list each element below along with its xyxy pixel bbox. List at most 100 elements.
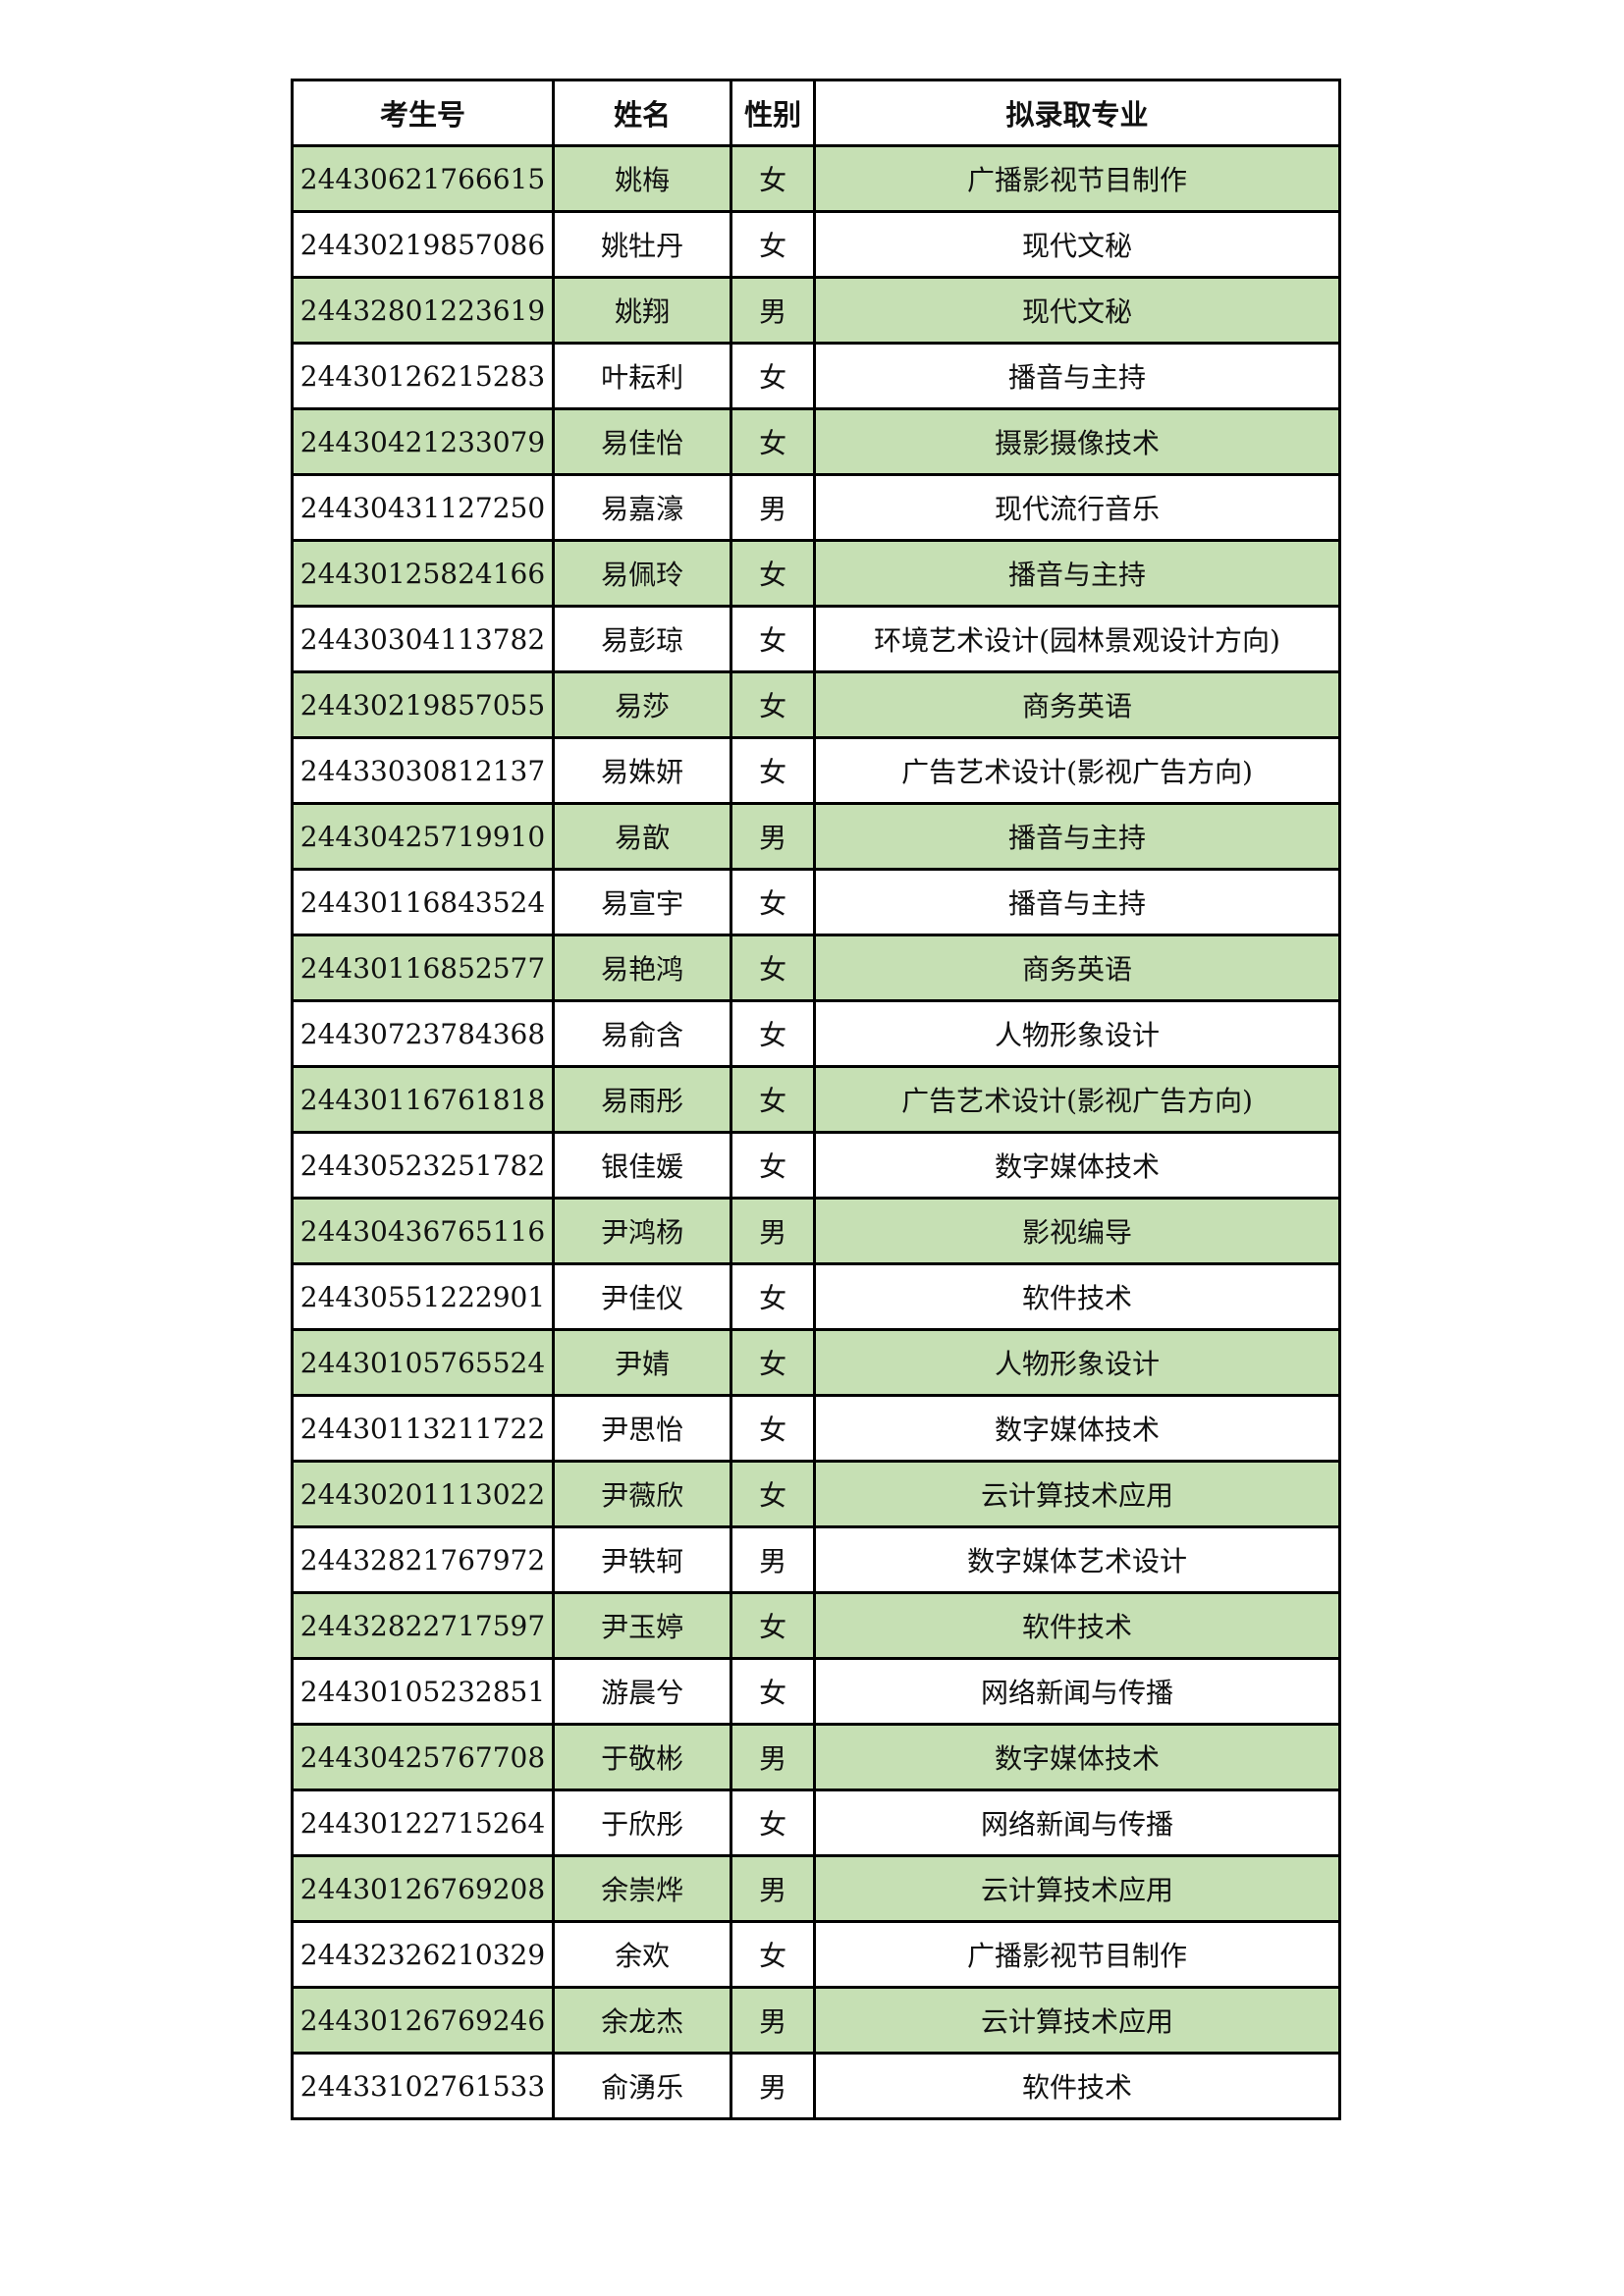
cell-exam-id: 24433102761533 — [291, 2052, 555, 2120]
table-row: 24430219857055 易莎女商务英语 — [291, 670, 1341, 739]
cell-name: 易莎 — [551, 670, 733, 739]
header-name: 姓名 — [551, 79, 733, 147]
cell-name: 叶耘利 — [551, 342, 733, 410]
cell-name: 游晨兮 — [551, 1657, 733, 1726]
table-row: 24433102761533 俞湧乐男软件技术 — [291, 2052, 1341, 2120]
cell-major: 广告艺术设计(影视广告方向) — [813, 736, 1341, 805]
cell-gender: 女 — [730, 1394, 817, 1463]
cell-exam-id: 24430219857055 — [291, 670, 555, 739]
cell-exam-id: 24430431127250 — [291, 473, 555, 542]
cell-gender: 女 — [730, 1460, 817, 1528]
cell-exam-id: 24430201113022 — [291, 1460, 555, 1528]
cell-exam-id: 24430219857086 — [291, 210, 555, 279]
cell-name: 易雨彤 — [551, 1065, 733, 1134]
cell-gender: 女 — [730, 342, 817, 410]
cell-name: 易宣宇 — [551, 868, 733, 936]
cell-major: 播音与主持 — [813, 539, 1341, 608]
cell-major: 播音与主持 — [813, 342, 1341, 410]
cell-major: 商务英语 — [813, 934, 1341, 1002]
cell-gender: 女 — [730, 1328, 817, 1397]
table-row: 24430219857086 姚牡丹女现代文秘 — [291, 210, 1341, 279]
table-row: 24430126769208 余崇烨男云计算技术应用 — [291, 1854, 1341, 1923]
cell-major: 播音与主持 — [813, 802, 1341, 871]
cell-gender: 男 — [730, 1197, 817, 1265]
cell-major: 现代文秘 — [813, 210, 1341, 279]
cell-gender: 女 — [730, 210, 817, 279]
table-row: 24430105232851 游晨兮女网络新闻与传播 — [291, 1657, 1341, 1726]
cell-exam-id: 24430551222901 — [291, 1262, 555, 1331]
cell-exam-id: 24432326210329 — [291, 1920, 555, 1989]
table-row: 24430436765116 尹鸿杨男影视编导 — [291, 1197, 1341, 1265]
cell-gender: 女 — [730, 934, 817, 1002]
table-row: 24430723784368 易俞含女人物形象设计 — [291, 999, 1341, 1068]
table-row: 24430105765524 尹婧女人物形象设计 — [291, 1328, 1341, 1397]
cell-name: 余龙杰 — [551, 1986, 733, 2055]
cell-name: 银佳媛 — [551, 1131, 733, 1200]
header-major: 拟录取专业 — [813, 79, 1341, 147]
cell-exam-id: 24430523251782 — [291, 1131, 555, 1200]
cell-major: 现代流行音乐 — [813, 473, 1341, 542]
cell-exam-id: 24430425767708 — [291, 1723, 555, 1791]
cell-major: 播音与主持 — [813, 868, 1341, 936]
cell-gender: 女 — [730, 144, 817, 213]
table-row: 24430116852577 易艳鸿女商务英语 — [291, 934, 1341, 1002]
cell-exam-id: 24430304113782 — [291, 605, 555, 673]
header-gender: 性别 — [730, 79, 817, 147]
cell-exam-id: 24430126769246 — [291, 1986, 555, 2055]
cell-gender: 女 — [730, 605, 817, 673]
table-row: 24430425719910 易歆男播音与主持 — [291, 802, 1341, 871]
cell-name: 尹玉婷 — [551, 1591, 733, 1660]
cell-major: 环境艺术设计(园林景观设计方向) — [813, 605, 1341, 673]
table-row: 24430425767708 于敬彬男数字媒体技术 — [291, 1723, 1341, 1791]
cell-gender: 男 — [730, 2052, 817, 2120]
cell-name: 易嘉濠 — [551, 473, 733, 542]
cell-major: 网络新闻与传播 — [813, 1789, 1341, 1857]
cell-gender: 女 — [730, 670, 817, 739]
table-row: 24430113211722 尹思怡女数字媒体技术 — [291, 1394, 1341, 1463]
cell-major: 人物形象设计 — [813, 1328, 1341, 1397]
cell-major: 商务英语 — [813, 670, 1341, 739]
cell-gender: 女 — [730, 1789, 817, 1857]
cell-gender: 男 — [730, 1723, 817, 1791]
cell-name: 易彭琼 — [551, 605, 733, 673]
cell-exam-id: 24430126769208 — [291, 1854, 555, 1923]
cell-gender: 女 — [730, 1920, 817, 1989]
cell-major: 云计算技术应用 — [813, 1986, 1341, 2055]
cell-gender: 女 — [730, 736, 817, 805]
cell-major: 数字媒体技术 — [813, 1723, 1341, 1791]
cell-major: 摄影摄像技术 — [813, 407, 1341, 476]
cell-gender: 男 — [730, 473, 817, 542]
cell-gender: 女 — [730, 999, 817, 1068]
cell-exam-id: 24430116761818 — [291, 1065, 555, 1134]
table-row: 24430125824166 易佩玲女播音与主持 — [291, 539, 1341, 608]
cell-name: 易艳鸿 — [551, 934, 733, 1002]
table-row: 24430122715264 于欣彤女网络新闻与传播 — [291, 1789, 1341, 1857]
table-row: 24430116761818 易雨彤女广告艺术设计(影视广告方向) — [291, 1065, 1341, 1134]
cell-gender: 男 — [730, 1525, 817, 1594]
cell-major: 影视编导 — [813, 1197, 1341, 1265]
cell-major: 广告艺术设计(影视广告方向) — [813, 1065, 1341, 1134]
table-row: 24432326210329 余欢女广播影视节目制作 — [291, 1920, 1341, 1989]
cell-gender: 女 — [730, 1591, 817, 1660]
cell-exam-id: 24430436765116 — [291, 1197, 555, 1265]
cell-gender: 女 — [730, 539, 817, 608]
cell-exam-id: 24430116852577 — [291, 934, 555, 1002]
table-row: 24433030812137 易姝妍女广告艺术设计(影视广告方向) — [291, 736, 1341, 805]
cell-exam-id: 24430723784368 — [291, 999, 555, 1068]
cell-exam-id: 24430126215283 — [291, 342, 555, 410]
cell-exam-id: 24433030812137 — [291, 736, 555, 805]
cell-gender: 女 — [730, 407, 817, 476]
cell-major: 软件技术 — [813, 1591, 1341, 1660]
cell-name: 姚梅 — [551, 144, 733, 213]
cell-major: 数字媒体技术 — [813, 1131, 1341, 1200]
cell-gender: 男 — [730, 1854, 817, 1923]
cell-exam-id: 24432801223619 — [291, 276, 555, 345]
cell-gender: 女 — [730, 1657, 817, 1726]
cell-gender: 男 — [730, 802, 817, 871]
cell-name: 尹轶轲 — [551, 1525, 733, 1594]
cell-name: 尹思怡 — [551, 1394, 733, 1463]
table-row: 24430551222901 尹佳仪女软件技术 — [291, 1262, 1341, 1331]
table-row: 24430523251782 银佳媛女数字媒体技术 — [291, 1131, 1341, 1200]
table-row: 24430116843524 易宣宇女播音与主持 — [291, 868, 1341, 936]
cell-major: 数字媒体艺术设计 — [813, 1525, 1341, 1594]
